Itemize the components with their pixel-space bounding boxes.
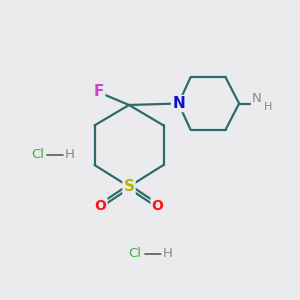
Text: F: F <box>94 84 104 99</box>
Text: H: H <box>65 148 75 161</box>
Text: N: N <box>252 92 262 106</box>
Text: H: H <box>163 247 172 260</box>
Text: N: N <box>172 96 185 111</box>
Text: Cl: Cl <box>31 148 44 161</box>
Text: O: O <box>94 199 106 212</box>
Text: O: O <box>152 199 164 212</box>
Text: Cl: Cl <box>128 247 142 260</box>
Text: H: H <box>264 101 272 112</box>
Text: S: S <box>124 179 134 194</box>
